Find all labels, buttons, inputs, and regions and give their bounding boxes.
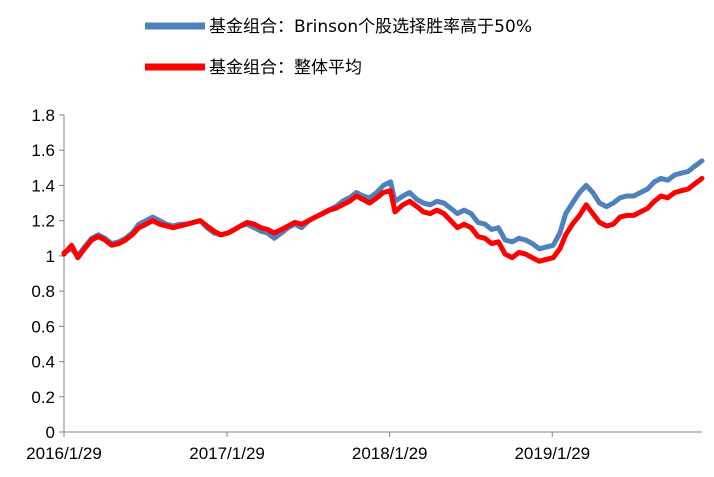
y-tick-label: 0.2 (31, 388, 55, 407)
y-tick-label: 1.8 (31, 106, 55, 125)
x-tick-label: 2018/1/29 (352, 444, 428, 463)
y-tick-label: 1 (46, 247, 55, 266)
x-axis: 2016/1/29 2017/1/29 2018/1/29 2019/1/29 (26, 431, 702, 463)
y-tick-label: 1.4 (31, 176, 55, 195)
y-axis: 0 0.2 0.4 0.6 0.8 1 1.2 1.4 1.6 1.8 (31, 106, 65, 442)
y-tick-label: 0 (46, 423, 55, 442)
y-tick-label: 0.6 (31, 317, 55, 336)
series-layer (61, 158, 705, 264)
x-tick-label: 2017/1/29 (189, 444, 265, 463)
series-line-2 (61, 175, 705, 264)
x-tick-label: 2016/1/29 (26, 444, 102, 463)
series-line-1 (61, 158, 705, 259)
y-tick-label: 1.6 (31, 141, 55, 160)
y-tick-label: 0.4 (31, 353, 55, 372)
y-tick-label: 1.2 (31, 212, 55, 231)
x-tick-label: 2019/1/29 (514, 444, 590, 463)
legend: 基金组合：Brinson个股选择胜率高于50% 基金组合：整体平均 (145, 17, 532, 78)
legend-label-2: 基金组合：整体平均 (209, 58, 362, 78)
legend-label-1: 基金组合：Brinson个股选择胜率高于50% (209, 17, 532, 37)
y-tick-label: 0.8 (31, 282, 55, 301)
